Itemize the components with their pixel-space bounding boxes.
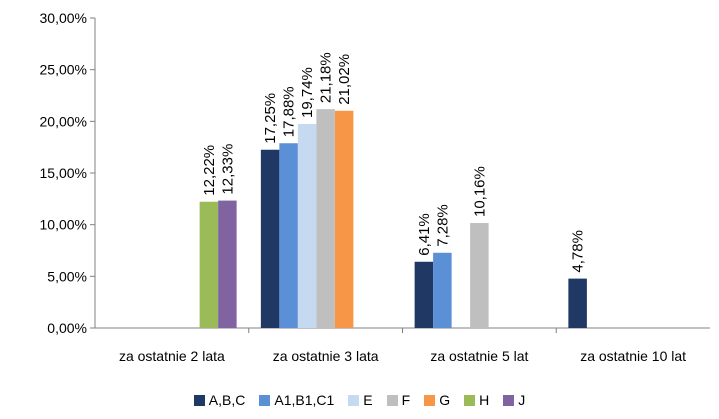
y-tick-label: 30,00% xyxy=(40,10,87,26)
bar xyxy=(297,124,317,329)
legend-item: A1,B1,C1 xyxy=(259,392,334,408)
data-label: 19,74% xyxy=(299,67,316,118)
bar xyxy=(260,149,280,328)
legend-item: E xyxy=(348,392,373,408)
legend-item: F xyxy=(386,392,411,408)
y-tick-label: 5,00% xyxy=(47,268,87,284)
y-tick-label: 0,00% xyxy=(47,320,87,336)
y-tick-label: 25,00% xyxy=(40,62,87,78)
legend-swatch xyxy=(424,394,436,406)
x-category-label: za ostatnie 3 lata xyxy=(273,348,379,364)
legend-swatch xyxy=(193,394,205,406)
legend-item: A,B,C xyxy=(193,392,246,408)
data-label: 4,78% xyxy=(570,230,587,273)
legend-label: A,B,C xyxy=(208,392,246,408)
bar xyxy=(279,143,298,328)
data-label: 6,41% xyxy=(416,213,433,256)
y-tick-label: 15,00% xyxy=(40,165,87,181)
chart-legend: A,B,C A1,B1,C1 E F G H J xyxy=(0,392,719,408)
data-label: 12,22% xyxy=(201,145,218,196)
data-label: 21,02% xyxy=(336,54,353,105)
data-label: 17,25% xyxy=(262,93,279,144)
bar xyxy=(334,110,354,328)
bar xyxy=(414,261,434,328)
legend-swatch xyxy=(259,394,271,406)
data-label: 12,33% xyxy=(219,144,236,195)
x-category-label: za ostatnie 5 lat xyxy=(430,348,528,364)
legend-item: H xyxy=(464,392,489,408)
data-label: 10,16% xyxy=(471,166,488,217)
bar xyxy=(568,278,587,328)
bar xyxy=(218,200,237,328)
x-category-label: za ostatnie 10 lat xyxy=(580,348,686,364)
data-label: 7,28% xyxy=(434,204,451,247)
legend-swatch xyxy=(348,394,360,406)
legend-swatch xyxy=(503,394,515,406)
legend-label: E xyxy=(363,392,373,408)
legend-label: F xyxy=(401,392,411,408)
data-label: 17,88% xyxy=(281,86,298,137)
bar xyxy=(316,109,335,328)
legend-item: G xyxy=(424,392,450,408)
legend-label: J xyxy=(518,392,526,408)
bar xyxy=(199,201,219,328)
legend-label: A1,B1,C1 xyxy=(274,392,335,408)
legend-swatch xyxy=(386,394,398,406)
y-tick-label: 10,00% xyxy=(40,217,87,233)
legend-swatch xyxy=(464,394,476,406)
legend-label: H xyxy=(479,392,490,408)
legend-item: J xyxy=(503,392,525,408)
y-tick-label: 20,00% xyxy=(40,113,87,129)
bar xyxy=(470,223,489,328)
legend-label: G xyxy=(439,392,451,408)
bar xyxy=(433,252,452,328)
x-category-label: za ostatnie 2 lata xyxy=(119,348,225,364)
data-label: 21,18% xyxy=(318,52,335,103)
